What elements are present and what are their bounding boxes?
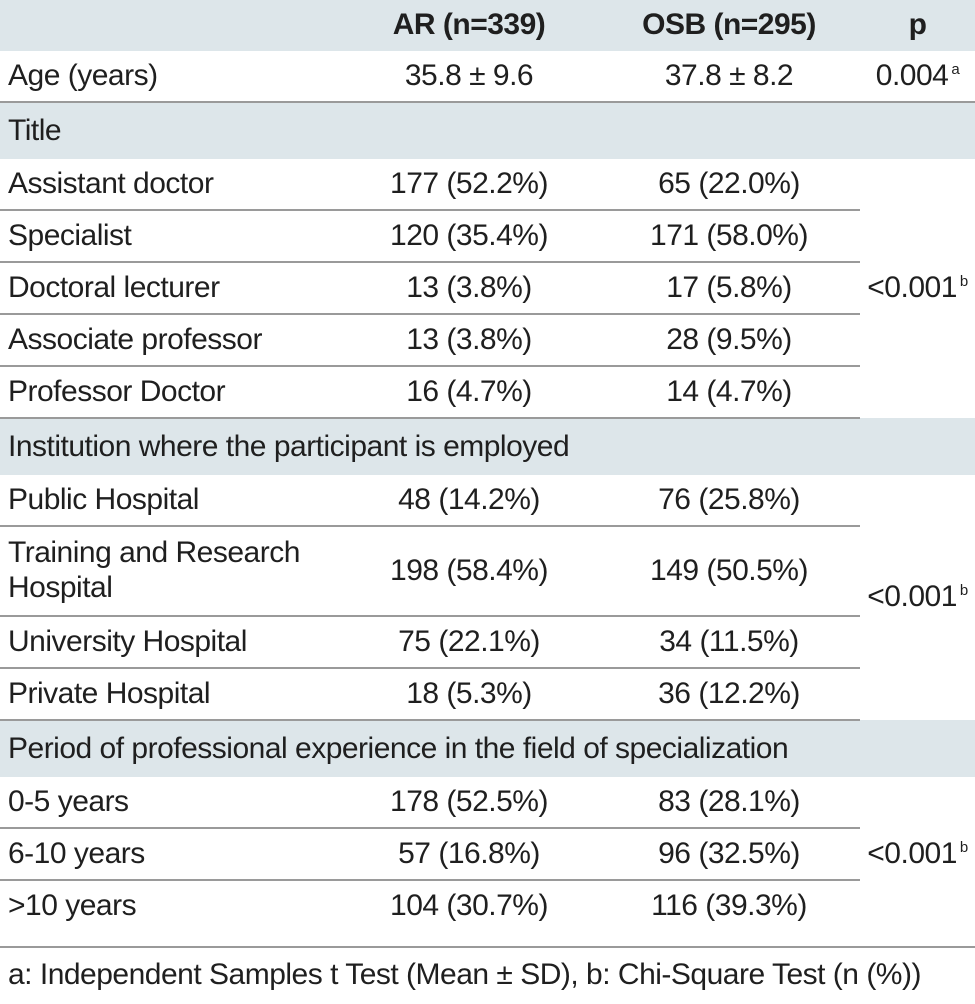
cell-ar: 16 (4.7%) (340, 366, 598, 419)
table-row: University Hospital 75 (22.1%) 34 (11.5%… (0, 616, 975, 669)
p-value: <0.001 (867, 836, 957, 870)
row-label: Assistant doctor (0, 159, 340, 211)
cell-osb: 149 (50.5%) (598, 526, 860, 617)
cell-osb: 171 (58.0%) (598, 210, 860, 263)
cell-osb: 36 (12.2%) (598, 668, 860, 721)
table-footnote: a: Independent Samples t Test (Mean ± SD… (8, 958, 921, 991)
cell-osb: 83 (28.1%) (598, 777, 860, 829)
p-footnote-mark: b (959, 838, 968, 856)
table-row: 0-5 years 178 (52.5%) 83 (28.1%) <0.001 b (0, 777, 975, 870)
row-label: Professor Doctor (0, 366, 340, 419)
row-label: Training and Research Hospital (0, 526, 340, 617)
cell-osb: 96 (32.5%) (598, 828, 860, 881)
cell-ar: 48 (14.2%) (340, 475, 598, 527)
cell-osb: 76 (25.8%) (598, 475, 860, 527)
table-row: >10 years 104 (30.7%) 116 (39.3%) (0, 880, 975, 931)
section-heading: Title (0, 102, 975, 159)
header-osb: OSB (n=295) (642, 8, 816, 42)
footnote-divider (0, 946, 975, 948)
table-row-age: Age (years) 35.8 ± 9.6 37.8 ± 8.2 0.004 a (0, 51, 975, 103)
header-p: p (908, 8, 927, 42)
cell-ar: 75 (22.1%) (340, 616, 598, 669)
cell-ar: 35.8 ± 9.6 (340, 51, 598, 103)
cell-p: <0.001 b (860, 159, 975, 418)
p-value: 0.004 (875, 58, 949, 92)
cell-ar: 13 (3.8%) (340, 262, 598, 315)
header-empty (0, 0, 340, 51)
p-footnote-mark: b (959, 582, 968, 600)
row-label: University Hospital (0, 616, 340, 669)
row-label: Public Hospital (0, 475, 340, 527)
p-value: <0.001 (867, 580, 957, 614)
demographics-table: AR (n=339) OSB (n=295) p Age (years) 35.… (0, 0, 975, 931)
table-row: Specialist 120 (35.4%) 171 (58.0%) (0, 210, 975, 263)
row-label: Specialist (0, 210, 340, 263)
p-footnote-mark: a (951, 60, 960, 78)
cell-ar: 104 (30.7%) (390, 888, 548, 922)
cell-osb: 17 (5.8%) (598, 262, 860, 315)
section-header-institution: Institution where the participant is emp… (0, 418, 975, 475)
cell-osb: 28 (9.5%) (598, 314, 860, 367)
cell-ar: 198 (58.4%) (340, 526, 598, 617)
section-heading: Period of professional experience in the… (0, 720, 975, 777)
cell-p: <0.001 b (860, 777, 975, 931)
table-row: Assistant doctor 177 (52.2%) 65 (22.0%) … (0, 159, 975, 304)
cell-osb: 37.8 ± 8.2 (598, 51, 860, 103)
cell-ar: 13 (3.8%) (340, 314, 598, 367)
row-label: 6-10 years (0, 828, 340, 881)
section-header-title: Title (0, 102, 975, 159)
header-ar: AR (n=339) (392, 8, 546, 42)
cell-ar: 177 (52.2%) (340, 159, 598, 211)
cell-ar: 178 (52.5%) (340, 777, 598, 829)
table-row: Training and Research Hospital 198 (58.4… (0, 526, 975, 617)
section-header-experience: Period of professional experience in the… (0, 720, 975, 777)
cell-p: <0.001 b (860, 475, 975, 720)
table-row: Private Hospital 18 (5.3%) 36 (12.2%) (0, 668, 975, 721)
cell-ar: 18 (5.3%) (340, 668, 598, 721)
p-value: <0.001 (867, 271, 957, 305)
cell-osb: 14 (4.7%) (598, 366, 860, 419)
table-row: Public Hospital 48 (14.2%) 76 (25.8%) <0… (0, 475, 975, 613)
row-label: Private Hospital (0, 668, 340, 721)
row-label: Doctoral lecturer (0, 262, 340, 315)
cell-osb: 65 (22.0%) (598, 159, 860, 211)
section-heading: Institution where the participant is emp… (0, 418, 975, 475)
table-row: Associate professor 13 (3.8%) 28 (9.5%) (0, 314, 975, 367)
cell-osb: 116 (39.3%) (651, 888, 807, 922)
row-label: >10 years (8, 888, 137, 922)
cell-p: 0.004 a (860, 51, 975, 103)
table-header-row: AR (n=339) OSB (n=295) p (0, 0, 975, 51)
p-footnote-mark: b (959, 273, 968, 291)
cell-ar: 120 (35.4%) (340, 210, 598, 263)
row-label: Age (years) (0, 51, 340, 103)
cell-osb: 34 (11.5%) (598, 616, 860, 669)
row-label: Associate professor (0, 314, 340, 367)
table-row: 6-10 years 57 (16.8%) 96 (32.5%) (0, 828, 975, 881)
table-row: Professor Doctor 16 (4.7%) 14 (4.7%) (0, 366, 975, 419)
table-row: Doctoral lecturer 13 (3.8%) 17 (5.8%) (0, 262, 975, 315)
row-label: 0-5 years (0, 777, 340, 829)
cell-ar: 57 (16.8%) (340, 828, 598, 881)
